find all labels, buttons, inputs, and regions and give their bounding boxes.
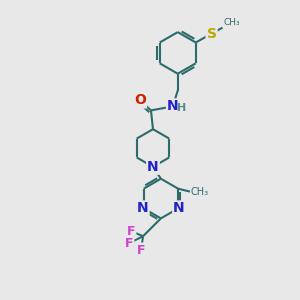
Text: N: N [167, 99, 178, 113]
Text: N: N [147, 160, 159, 174]
Text: S: S [207, 27, 217, 40]
Text: F: F [137, 244, 145, 256]
Text: F: F [127, 225, 135, 238]
Text: CH₃: CH₃ [224, 18, 240, 27]
Text: O: O [134, 94, 146, 107]
Text: N: N [137, 202, 148, 215]
Text: F: F [125, 237, 134, 250]
Text: N: N [173, 202, 185, 215]
Text: CH₃: CH₃ [191, 187, 209, 196]
Text: H: H [177, 103, 186, 113]
